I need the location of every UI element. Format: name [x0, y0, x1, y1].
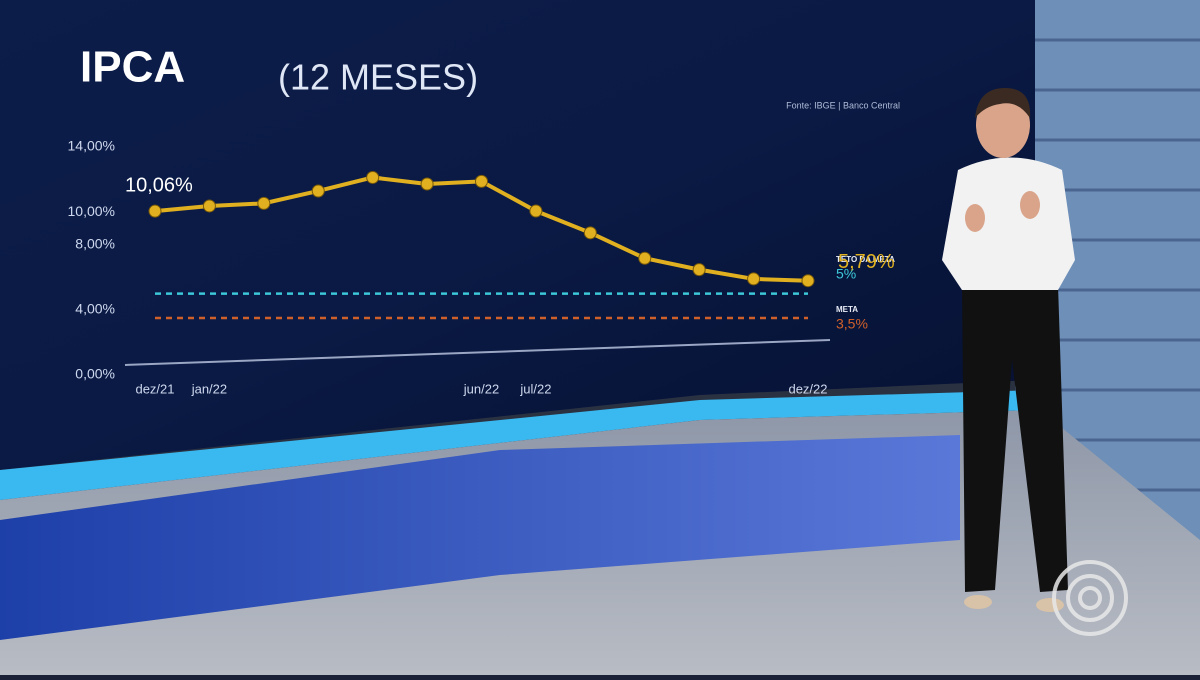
- data-point: [148, 204, 162, 218]
- data-point: [311, 184, 325, 198]
- data-point: [692, 263, 706, 277]
- data-point: [475, 174, 488, 188]
- chart-subtitle: (12 MESES): [278, 57, 478, 98]
- x-tick-label: dez/22: [788, 381, 827, 396]
- reference-name: META: [836, 305, 858, 314]
- data-point: [420, 177, 434, 191]
- value-label: 10,06%: [125, 174, 193, 196]
- y-tick-label: 4,00%: [75, 301, 115, 317]
- x-tick-label: jun/22: [463, 381, 499, 396]
- data-point: [801, 274, 815, 288]
- data-point: [529, 204, 543, 218]
- x-tick-label: jan/22: [191, 381, 227, 396]
- chart-title: IPCA: [80, 43, 185, 92]
- x-tick-label: jul/22: [519, 381, 551, 396]
- y-tick-label: 10,00%: [68, 203, 115, 219]
- desk: [0, 435, 960, 640]
- y-tick-label: 8,00%: [75, 235, 115, 251]
- video-wall: [0, 0, 1035, 470]
- data-point: [202, 199, 216, 213]
- data-point: [747, 272, 761, 286]
- y-tick-label: 0,00%: [75, 366, 115, 382]
- reference-label: 3,5%: [836, 316, 868, 332]
- reference-label: 5%: [836, 266, 856, 282]
- channel-logo: [1052, 560, 1128, 636]
- light-strip: [0, 390, 1040, 500]
- data-point: [257, 196, 271, 210]
- data-point: [366, 170, 380, 184]
- presenter: [942, 88, 1075, 612]
- x-tick-label: dez/21: [135, 381, 174, 396]
- data-point: [638, 251, 652, 265]
- plot: 0,00% 4,00% 8,00% 10,00% 14,00% dez/21 jan/22 j…: [68, 138, 896, 397]
- source-note: Fonte: IBGE | Banco Central: [786, 100, 900, 110]
- reference-name: TETO DA META: [836, 255, 895, 264]
- value-label: 5,79%: [838, 251, 895, 273]
- x-axis: [124, 339, 831, 366]
- data-point: [583, 226, 597, 240]
- y-tick-label: 14,00%: [68, 138, 115, 154]
